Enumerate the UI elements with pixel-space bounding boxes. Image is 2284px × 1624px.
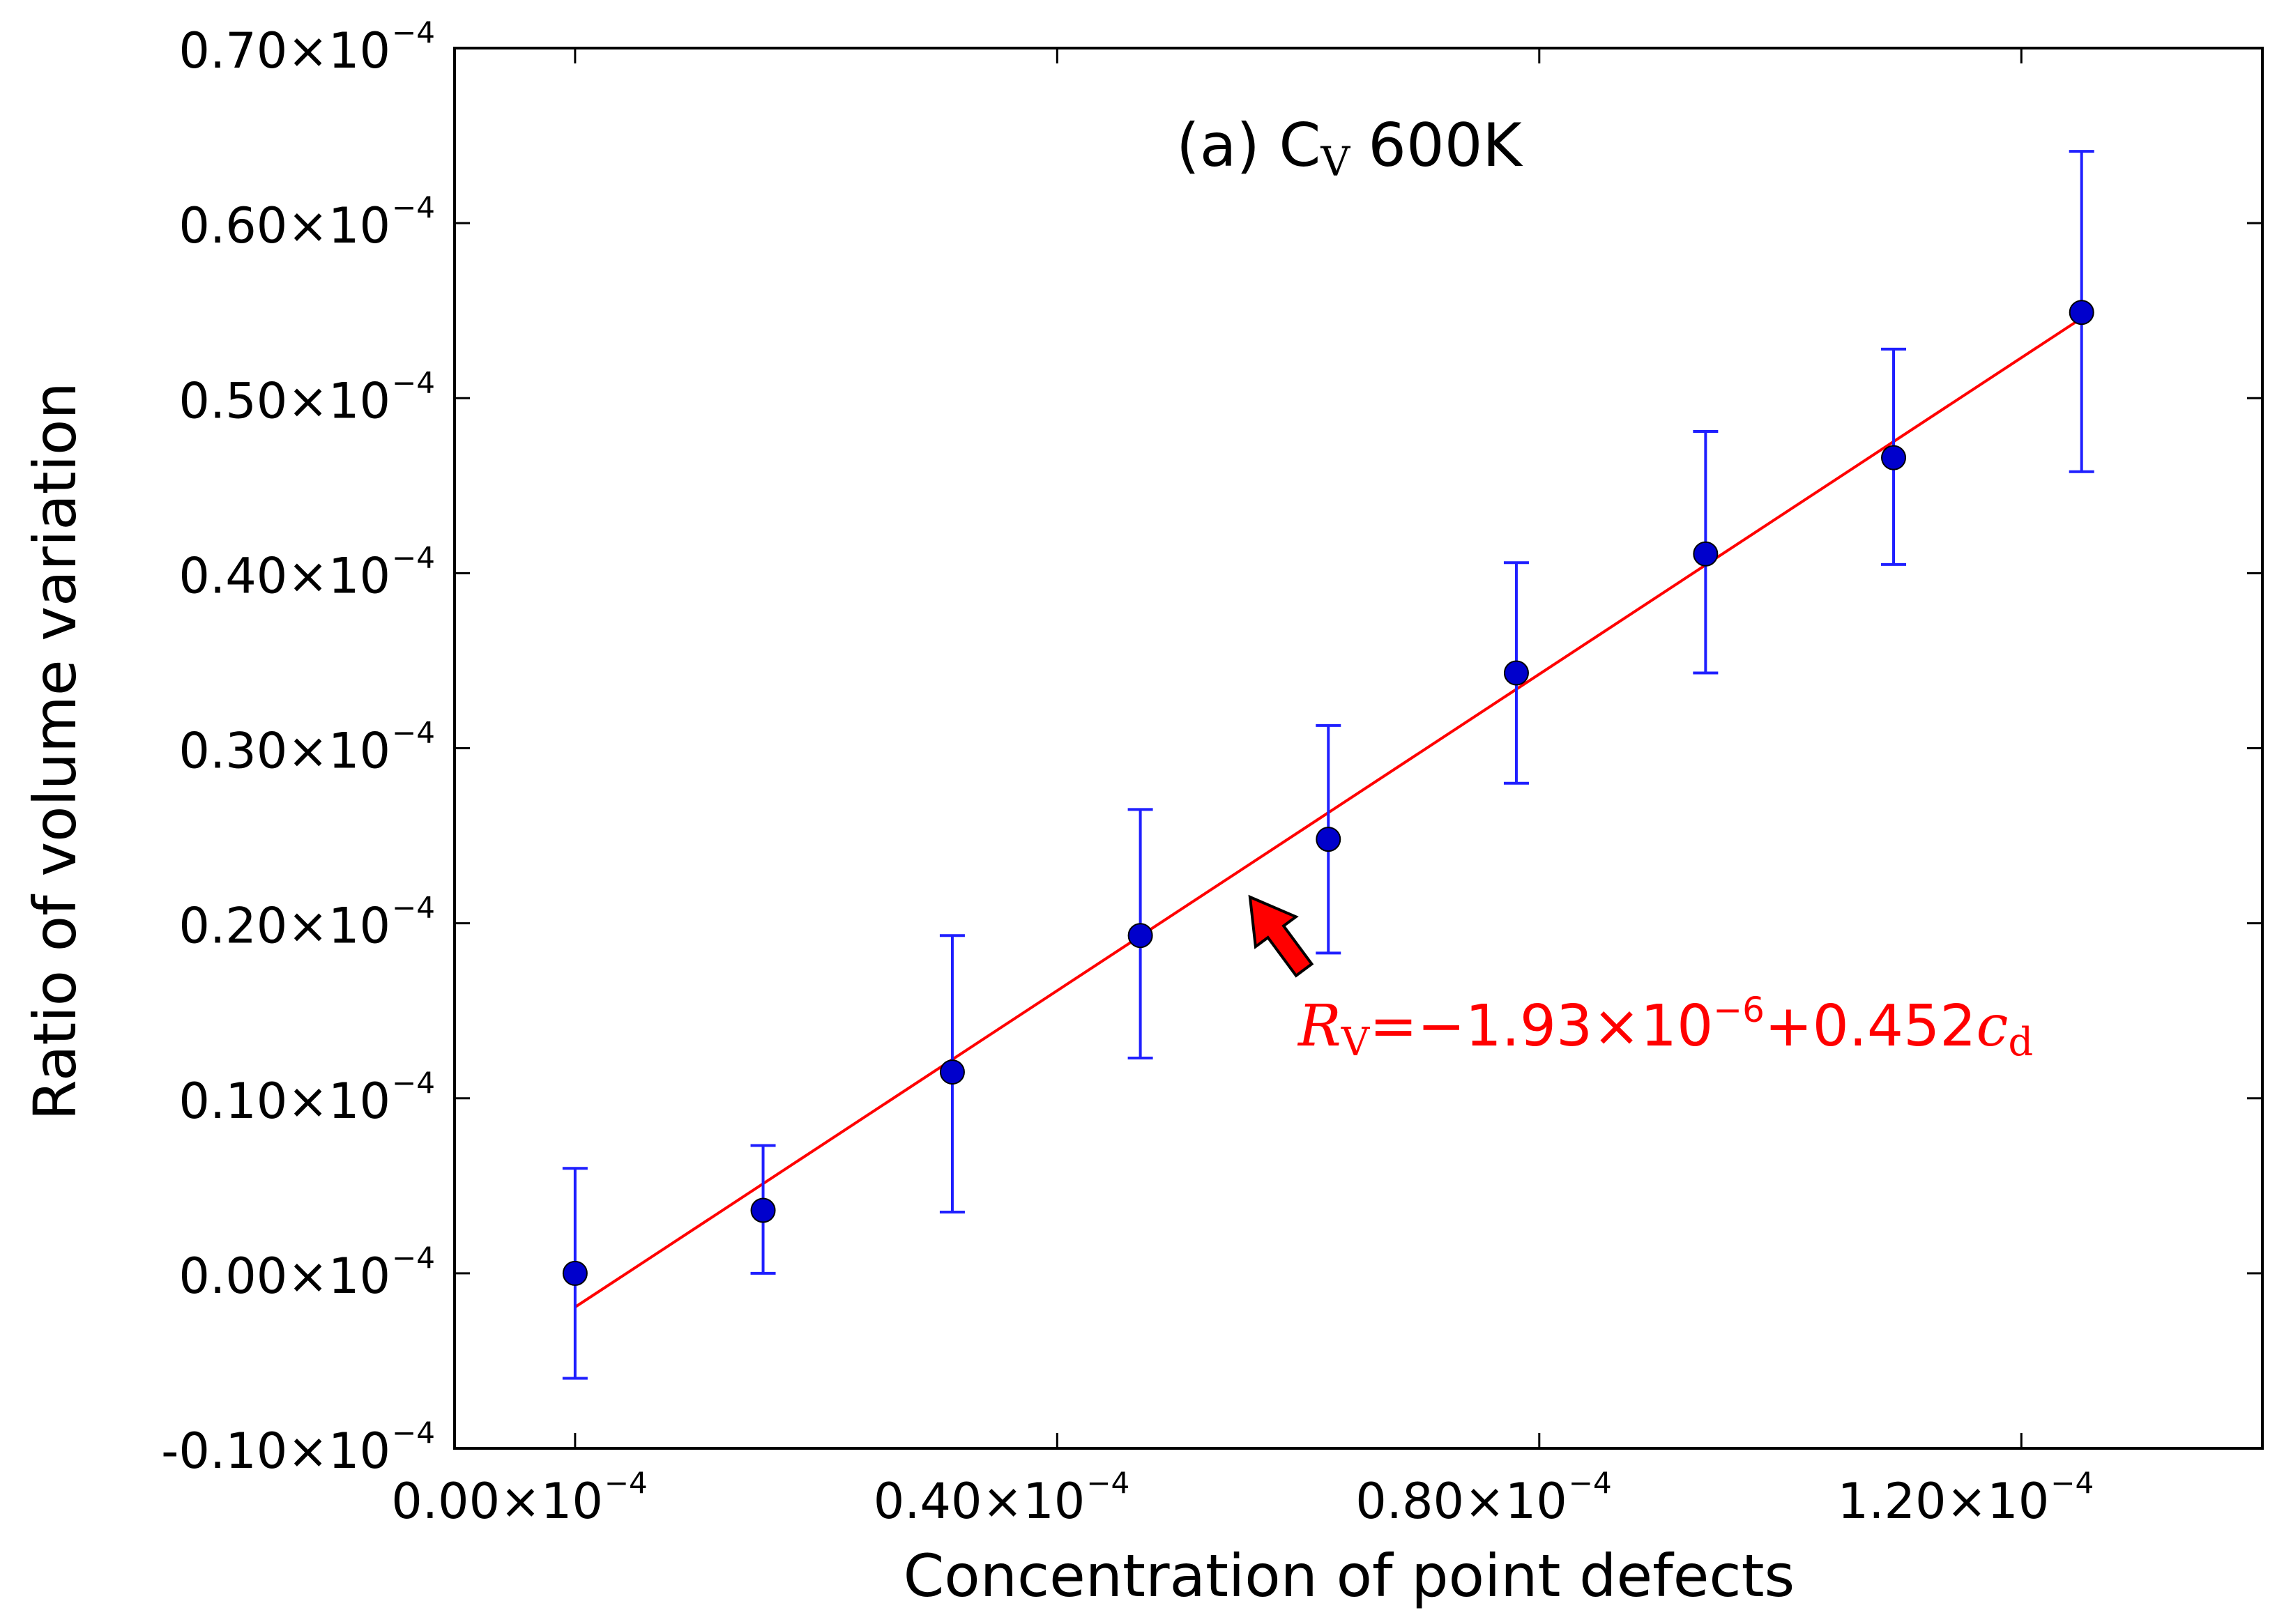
fit-equation: RV=−1.93×10−6+0.452cd: [1297, 990, 2033, 1065]
y-tick-label: 0.00×10: [178, 1248, 390, 1305]
x-tick-exponent: −4: [1569, 1466, 1612, 1500]
data-point: [1316, 827, 1341, 852]
x-tick-exponent: −4: [604, 1466, 648, 1500]
x-tick-label: 0.40×10: [874, 1473, 1086, 1530]
fit-equation-r-subscript: V: [1341, 1020, 1371, 1065]
annotation-arrow: [1248, 894, 1314, 978]
fit-equation-exponent: −6: [1713, 990, 1765, 1030]
axes-layer: -0.10×10 −40.00×10 −40.10×10 −40.20×10 −40.3…: [161, 15, 2264, 1530]
y-tick-label: 0.70×10: [178, 22, 390, 79]
y-tick-exponent: −4: [392, 1416, 435, 1450]
data-point: [1503, 660, 1529, 686]
y-tick-exponent: −4: [392, 1241, 435, 1275]
y-tick-label: 0.40×10: [178, 547, 390, 604]
data-point: [1127, 923, 1153, 949]
fit-equation-r: R: [1297, 993, 1341, 1059]
y-tick-exponent: −4: [392, 15, 435, 49]
x-axis-title: Concentration of point defects: [904, 1542, 1795, 1610]
y-tick-label: 0.50×10: [178, 372, 390, 429]
chart-title-subscript: V: [1320, 138, 1350, 185]
y-tick-label: 0.10×10: [178, 1073, 390, 1130]
data-point: [750, 1197, 776, 1223]
chart-title-main: (a) C: [1176, 111, 1320, 181]
y-tick-exponent: −4: [392, 1066, 435, 1100]
fit-equation-c-subscript: d: [2008, 1020, 2033, 1065]
chart-title-suffix: 600K: [1368, 111, 1523, 181]
y-tick-label: 0.30×10: [178, 723, 390, 780]
y-tick-exponent: −4: [392, 190, 435, 224]
y-tick-label: 0.20×10: [178, 898, 390, 955]
data-point: [2069, 300, 2094, 325]
y-tick-label: 0.60×10: [178, 197, 390, 254]
x-tick-exponent: −4: [1086, 1466, 1129, 1500]
x-tick-label: 0.80×10: [1355, 1473, 1567, 1530]
data-point: [1693, 541, 1719, 567]
text-layer: (a) CV 600K Concentration of point defect…: [21, 111, 2033, 1610]
x-tick-label: 1.20×10: [1838, 1473, 2050, 1530]
data-point: [1881, 445, 1907, 470]
data-point: [939, 1059, 965, 1085]
chart-title: (a) CV 600K: [1176, 111, 1523, 185]
data-point: [562, 1260, 588, 1286]
fit-equation-c: c: [1976, 993, 2008, 1059]
y-tick-exponent: −4: [392, 716, 435, 750]
x-tick-exponent: −4: [2050, 1466, 2094, 1500]
y-tick-label: -0.10×10: [161, 1423, 390, 1480]
fit-equation-slope: +0.452: [1765, 993, 1976, 1059]
y-axis-title: Ratio of volume variation: [21, 382, 89, 1120]
y-tick-exponent: −4: [392, 891, 435, 925]
x-tick-label: 0.00×10: [391, 1473, 603, 1530]
y-tick-exponent: −4: [392, 540, 435, 574]
data-layer: [562, 150, 2094, 1380]
fit-equation-intercept: =−1.93×10: [1369, 993, 1713, 1059]
y-tick-exponent: −4: [392, 365, 435, 399]
